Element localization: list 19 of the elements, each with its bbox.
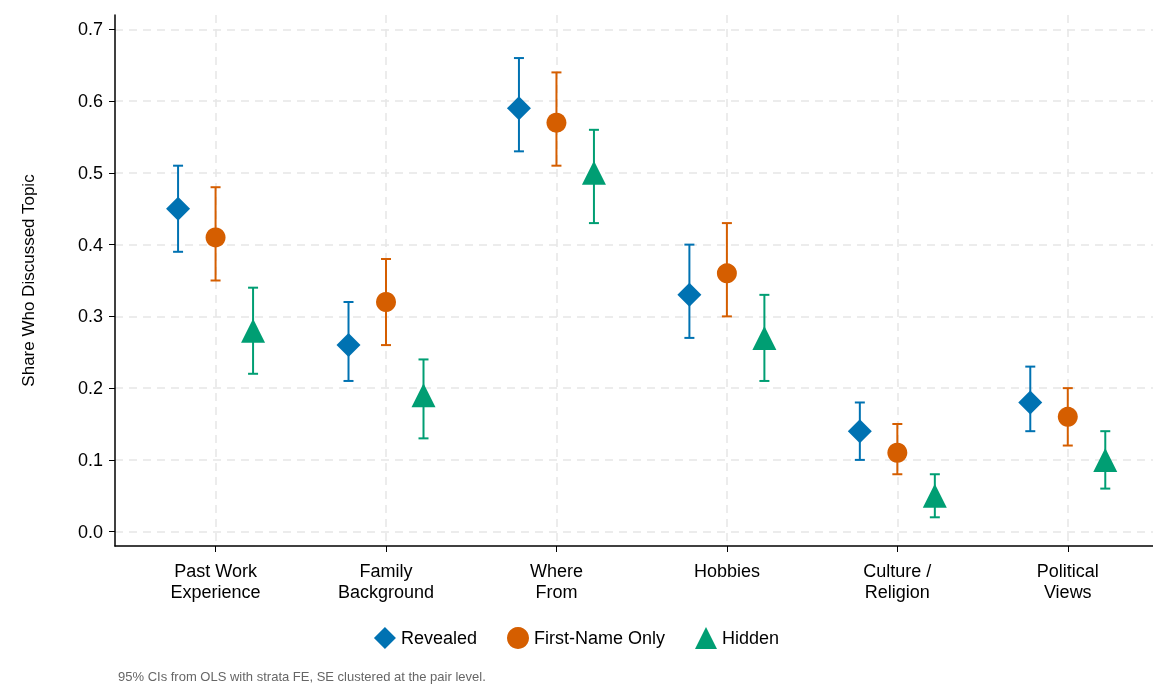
x-tick-label: Hobbies	[693, 560, 760, 581]
x-tick-label: Past Work Experience	[170, 560, 261, 602]
y-tick-label: 0.0	[77, 521, 103, 542]
x-tick-label: Political Views	[1036, 560, 1099, 602]
x-tick-label: Culture / Religion	[863, 560, 932, 602]
y-tick-label: 0.5	[77, 162, 103, 183]
y-tick-label: 0.3	[77, 306, 103, 327]
legend-label: First-Name Only	[534, 628, 666, 648]
legend-label: Hidden	[722, 628, 780, 648]
x-tick-label: Family Background	[337, 560, 435, 602]
y-tick-label: 0.4	[77, 234, 103, 255]
y-tick-label: 0.1	[77, 449, 103, 470]
legend-label: Revealed	[400, 628, 478, 648]
y-tick-label: 0.6	[77, 91, 103, 112]
x-tick-label: Where From	[529, 560, 583, 602]
y-tick-label: 0.2	[77, 378, 103, 399]
y-tick-label: 0.7	[77, 19, 103, 40]
text: 95% CIs from OLS with strata FE, SE clustered at the pair level.	[118, 669, 486, 684]
y-axis-title: Share Who Discussed Topic	[19, 173, 38, 387]
